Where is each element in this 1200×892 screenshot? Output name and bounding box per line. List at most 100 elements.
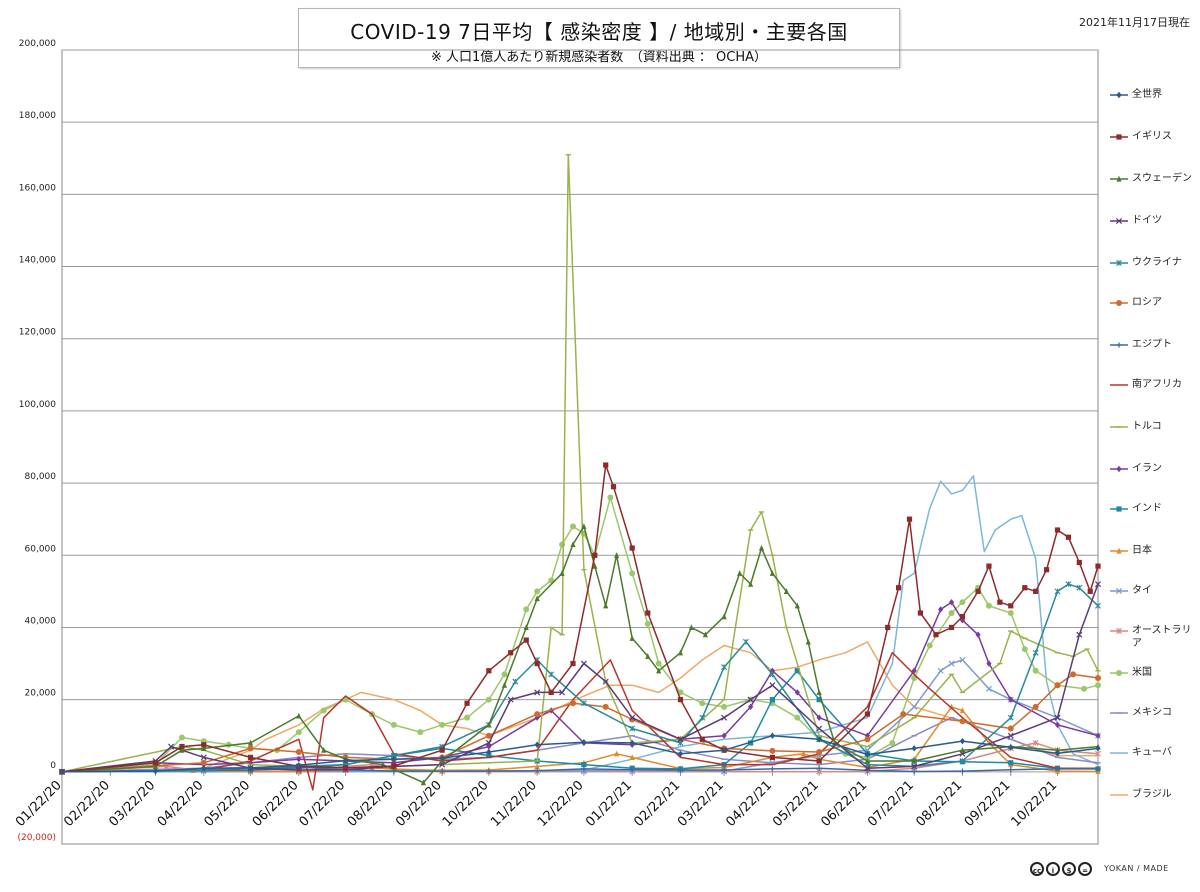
series-2-point [1095,563,1101,569]
series-15-line [61,496,1099,773]
y-tick-label: 160,000 [19,183,56,193]
series-12-point [629,754,635,760]
series-1-line [61,734,1099,773]
series-15-point [439,721,446,728]
series-4-point [769,682,776,689]
legend-label: エジプト [1132,339,1172,350]
series-2-point [486,668,492,674]
legend-item-2: イギリス [1108,130,1200,144]
legend-marker [1116,506,1122,512]
series-15-point [569,523,576,530]
chart-title-box: COVID-19 7日平均【 感染密度 】/ 地域別・主要各国 ※ 人口1億人あ… [298,8,900,68]
series-4-point [168,743,175,750]
series-7-point [534,768,540,774]
series-2-point [986,563,992,569]
legend-label: オーストラリア [1132,625,1192,649]
series-2-point [1065,534,1071,540]
series-15-point [464,714,471,721]
series-3-point [179,746,185,753]
series-2-point [179,743,185,750]
series-3-point [805,638,811,645]
series-11-point [794,668,800,674]
x-tick-label: 03/22/20 [106,778,158,830]
x-tick-label: 03/22/21 [675,778,727,830]
series-5-point [721,664,728,671]
legend-swatch [1110,175,1128,182]
series-2-point [975,588,981,594]
legend-swatch [1110,260,1128,266]
series-3-point [747,580,754,587]
x-tick-label: 12/22/20 [535,778,587,830]
series-10-point [911,667,917,674]
series-1-point [1095,745,1101,752]
series-3-point [864,757,871,764]
series-10-point [534,714,540,721]
series-2-point [523,637,529,643]
legend-label: 全世界 [1132,89,1162,100]
series-1-point [959,737,966,745]
x-tick-label: 08/22/20 [345,778,397,830]
series-6-point [200,759,207,766]
legend-label: ウクライナ [1132,257,1182,268]
series-11-point [581,762,587,768]
series-15-point [948,610,955,617]
series-1-point [296,762,302,769]
series-5-point [959,758,966,764]
series-3-point [737,570,743,576]
series-3-point [677,649,684,656]
series-2-line [61,464,1099,773]
series-4-point [602,678,609,685]
series-2-point [1008,603,1014,609]
series-4-point [1094,581,1102,588]
legend-label: ドイツ [1132,215,1162,226]
series-15-point [1080,685,1087,692]
series-15-point [985,602,992,609]
y-tick-label: 120,000 [19,328,56,338]
series-5-point [769,671,776,678]
x-tick-label: 05/22/20 [201,778,253,830]
legend-label: ロシア [1132,297,1162,308]
series-10-point [486,743,492,750]
series-2-point [997,599,1003,605]
legend-label: キューバ [1132,747,1172,758]
series-4-point [580,660,587,667]
x-tick-label: 01/22/20 [13,778,65,830]
series-10-point [975,631,981,638]
series-6-point [1070,671,1077,678]
series-7-point [911,768,917,775]
series-7-point [769,766,775,772]
legend-swatch [1110,342,1128,348]
legend-swatch [1110,506,1128,512]
legend-label: 米国 [1132,667,1152,678]
legend-label: インド [1132,503,1162,514]
series-6-point [816,748,823,755]
legend-swatch [1110,300,1128,306]
series-2-point [342,765,349,771]
legend-item-4: ドイツ [1108,214,1200,228]
series-2-point [933,632,939,638]
series-1-point [534,741,540,748]
series-2-point [1033,588,1039,594]
series-15-point [390,721,397,728]
series-15-point [926,642,933,649]
series-7-point [629,767,635,773]
x-tick-label: 02/22/20 [61,778,113,830]
legend-label: 日本 [1132,545,1152,556]
series-1-point [1054,750,1061,757]
series-1-point [247,764,254,772]
x-tick-label: 08/22/21 [913,778,965,830]
legend-label: スウェーデン [1132,173,1192,184]
legend-swatch [1110,384,1128,386]
series-7-line [61,766,1098,773]
series-7-point [1095,766,1101,772]
series-15-point [485,696,492,703]
legend-swatch [1110,547,1128,554]
series-5-point [580,700,587,707]
x-tick-label: 04/22/20 [155,778,207,830]
legend-marker [1116,300,1122,306]
series-4-point [485,739,492,746]
legend-marker [1116,175,1122,182]
series-1-point [342,757,349,764]
series-1-point [581,739,587,746]
legend-swatch [1110,134,1128,140]
